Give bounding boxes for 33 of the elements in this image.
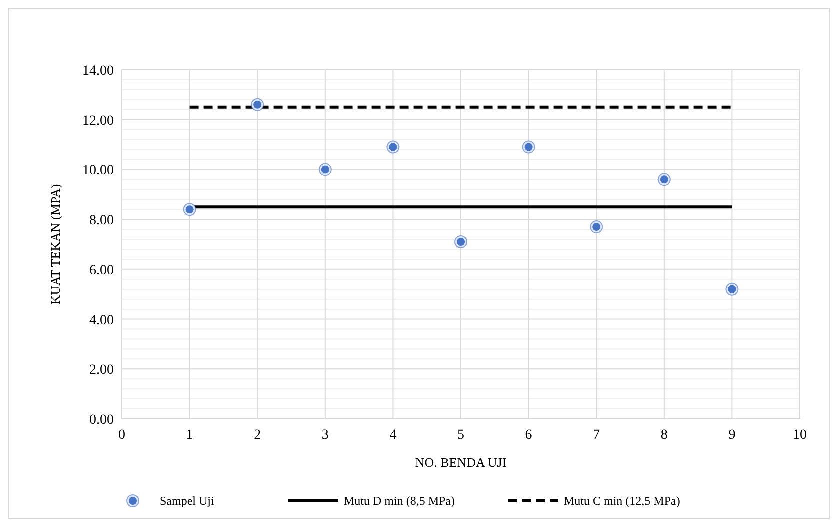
- x-tick-label: 6: [525, 428, 532, 443]
- y-tick-label: 14.00: [82, 64, 114, 79]
- point: [658, 173, 671, 186]
- x-tick-label: 10: [793, 428, 807, 443]
- point: [522, 140, 536, 154]
- legend-label: Sampel Uji: [160, 494, 215, 508]
- x-tick-label: 4: [390, 428, 397, 443]
- x-tick-label: 7: [593, 428, 600, 443]
- y-tick-label: 12.00: [82, 114, 114, 129]
- y-tick-label: 4.00: [90, 313, 114, 328]
- x-tick-label: 5: [458, 428, 464, 443]
- x-tick-label: 1: [186, 428, 194, 443]
- legend-label: Mutu C min (12,5 MPa): [564, 494, 680, 508]
- point: [726, 282, 739, 296]
- x-tick-label: 2: [254, 428, 262, 443]
- x-tick-label: 8: [660, 428, 668, 443]
- y-tick-label: 0.00: [90, 413, 114, 428]
- x-axis-title: NO. BENDA UJI: [415, 455, 507, 470]
- point: [183, 203, 196, 216]
- y-tick-label: 2.00: [90, 363, 114, 378]
- y-axis-title: KUAT TEKAN (MPA): [48, 184, 63, 305]
- point: [386, 140, 400, 154]
- y-tick-label: 6.00: [90, 263, 114, 278]
- legend-label: Mutu D min (8,5 MPa): [344, 494, 456, 508]
- point: [251, 98, 264, 112]
- y-tick-label: 10.00: [82, 164, 114, 179]
- point: [318, 163, 332, 176]
- x-tick-label: 9: [728, 428, 736, 443]
- x-tick-label: 3: [322, 428, 329, 443]
- y-tick-label: 8.00: [90, 214, 114, 229]
- x-tick-label: 0: [118, 428, 126, 443]
- point: [590, 220, 604, 234]
- point: [454, 236, 468, 249]
